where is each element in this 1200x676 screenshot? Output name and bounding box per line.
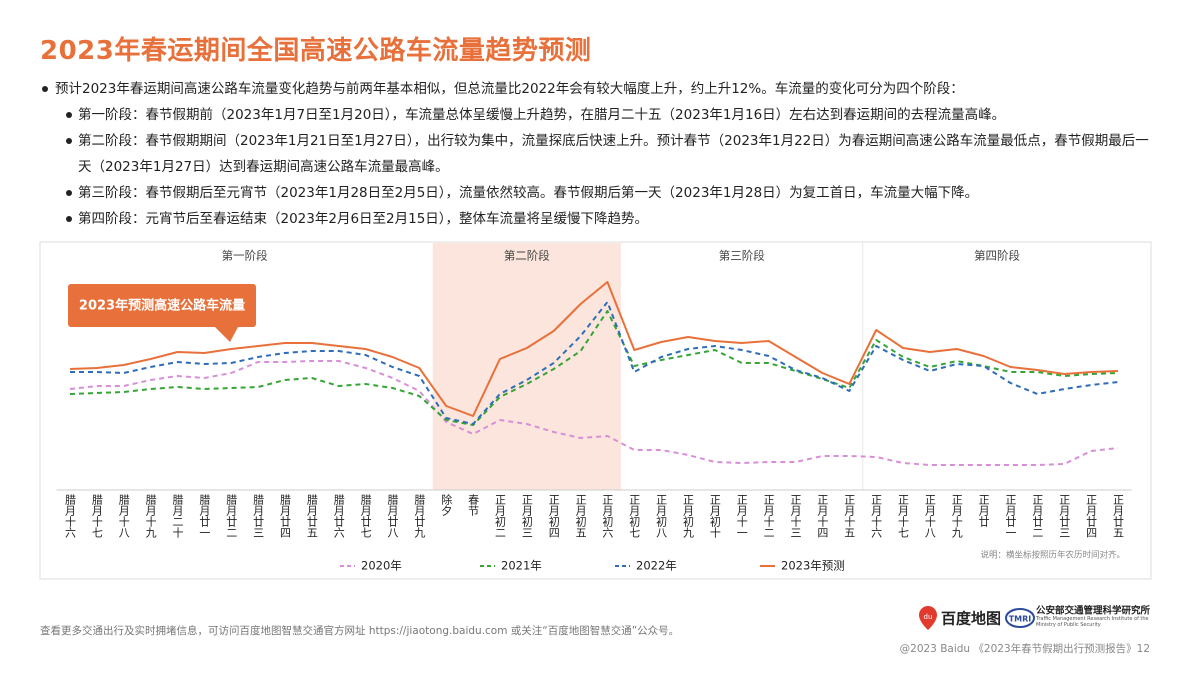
x-tick-label: 正月十三 (789, 494, 802, 538)
logo-baidu: 百度地图 (941, 610, 1001, 628)
bullet-dot (66, 190, 72, 196)
x-tick-label: 腊月廿六 (332, 494, 345, 538)
x-tick-label: 腊月廿二 (225, 494, 238, 538)
x-tick-label: 正月初九 (682, 494, 695, 538)
series-line (69, 310, 1119, 426)
x-tick-label: 正月十一 (735, 494, 748, 538)
legend-label: 2021年 (501, 559, 542, 573)
bullet-dot (66, 138, 72, 144)
x-tick-label: 腊月廿一 (198, 494, 211, 538)
x-tick-label: 正月十六 (870, 494, 883, 538)
series-line (69, 360, 1119, 466)
logo-tmri: 公安部交通管理科学研究所 (1036, 605, 1151, 617)
copyright: @2023 Baidu 《2023年春节假期出行预测报告》12 (899, 643, 1150, 655)
x-tick-label: 正月初七 (628, 494, 641, 538)
tmri-logo (1005, 608, 1035, 628)
x-tick-label: 正月廿三 (1058, 494, 1071, 538)
x-tick-label: 正月十八 (923, 494, 936, 538)
x-tick-label: 腊月廿八 (386, 494, 399, 538)
phase-label: 第一阶段 (222, 249, 268, 263)
x-tick-label: 正月廿 (977, 494, 990, 527)
x-tick-label: 腊月二十 (171, 494, 184, 538)
x-tick-label: 正月初六 (601, 494, 614, 538)
x-tick-label: 正月廿五 (1112, 494, 1125, 538)
x-tick-label: 腊月廿九 (413, 494, 426, 538)
x-tick-label: 腊月十九 (144, 494, 157, 538)
x-tick-label: 正月初八 (655, 494, 668, 538)
x-tick-label: 腊月十八 (117, 494, 130, 538)
sub-bullet: 第三阶段：春节假期后至元宵节（2023年1月28日至2月5日），流量依然较高。春… (78, 185, 979, 201)
baidu-map-logo (919, 606, 937, 630)
logo-tmri-en: Traffic Management Research Institute of… (1036, 616, 1149, 628)
legend-label: 2022年 (636, 559, 677, 573)
x-tick-label: 腊月十七 (90, 494, 103, 538)
annotation-pointer (215, 327, 238, 342)
x-tick-label: 正月初十 (708, 494, 721, 538)
x-tick-label: 腊月十六 (64, 494, 77, 538)
annotation: 2023年预测高速公路车流量 (79, 298, 245, 314)
logo-mark: TMRI (1009, 615, 1032, 624)
legend-label: 2020年 (361, 559, 402, 573)
x-tick-label: 正月十四 (816, 494, 829, 538)
bullet-dot (66, 216, 72, 222)
x-tick-label: 正月初二 (493, 494, 506, 538)
x-tick-label: 腊月廿三 (252, 494, 265, 538)
x-tick-label: 正月十二 (762, 494, 775, 538)
x-tick-label: 正月十七 (897, 494, 910, 538)
sub-bullet: 第一阶段：春节假期前（2023年1月7日至1月20日），车流量总体呈缓慢上升趋势… (78, 107, 1006, 123)
logo-mark: du (924, 613, 933, 621)
x-tick-label: 正月十九 (950, 494, 963, 538)
x-tick-label: 春节 (467, 494, 480, 516)
sub-bullet: 第二阶段：春节假期期间（2023年1月21日至1月27日），出行较为集中，流量探… (78, 133, 1149, 175)
phase-highlight (432, 243, 621, 490)
logos: du 百度地图 TMRI 公安部交通管理科学研究所 Traffic Manage… (919, 605, 1151, 630)
logo-tmri-en-box: Traffic Management Research Institute of… (1036, 616, 1149, 628)
x-tick-label: 正月廿二 (1031, 494, 1044, 538)
legend-label: 2023年预测 (781, 559, 845, 573)
phase-label: 第三阶段 (719, 249, 765, 263)
x-tick-label: 正月初五 (574, 494, 587, 538)
x-tick-label: 正月初四 (547, 494, 560, 538)
x-tick-label: 正月廿四 (1085, 494, 1098, 538)
annotation-box (68, 284, 256, 327)
bullet-dot (66, 112, 72, 118)
bullet-dot (42, 86, 48, 92)
x-tick-label: 除夕 (440, 493, 453, 517)
bullet: 预计2023年春运期间高速公路车流量变化趋势与前两年基本相似，但总流量比2022… (55, 81, 964, 97)
x-tick-label: 正月廿一 (1004, 494, 1017, 538)
slide-title: 2023年春运期间全国高速公路车流量趋势预测 (40, 36, 592, 66)
x-tick-label: 腊月廿七 (359, 494, 372, 538)
series-line (70, 301, 1119, 425)
x-tick-label: 腊月廿四 (278, 494, 291, 538)
series-line (69, 281, 1119, 417)
chart-note: 说明：横坐标按照历年农历时间对齐。 (980, 550, 1125, 561)
footer-info: 查看更多交通出行及实时拥堵信息，可访问百度地图智慧交通官方网址 https://… (40, 625, 680, 637)
x-tick-label: 正月初三 (520, 494, 533, 538)
phase-label: 第四阶段 (974, 249, 1020, 263)
x-tick-label: 正月十五 (843, 494, 856, 538)
sub-bullet: 第四阶段：元宵节后至春运结束（2023年2月6日至2月15日），整体车流量将呈缓… (78, 211, 649, 227)
x-tick-label: 腊月廿五 (305, 494, 318, 538)
phase-label: 第二阶段 (504, 249, 550, 263)
